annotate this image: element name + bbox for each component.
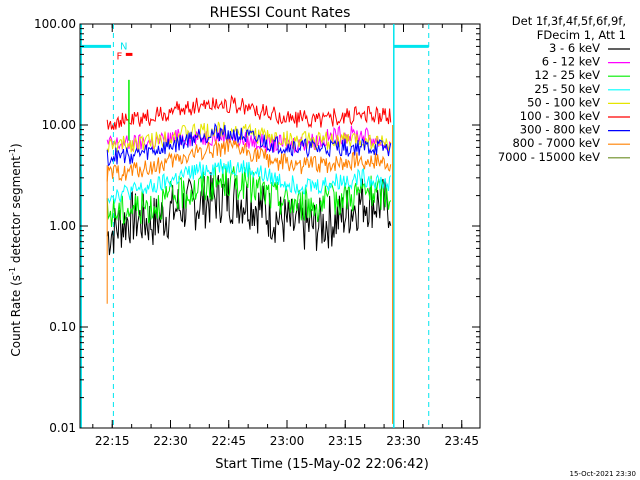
legend-entry-label: 300 - 800 keV bbox=[520, 123, 600, 137]
x-tick-label: 23:15 bbox=[328, 434, 363, 448]
x-tick-label: 23:45 bbox=[444, 434, 479, 448]
y-axis-label: Count Rate (s-1 detector segment-1) bbox=[8, 143, 23, 356]
legend-entry-label: 3 - 6 keV bbox=[549, 41, 600, 55]
flag-label-n: N bbox=[120, 41, 127, 52]
x-tick-label: 23:00 bbox=[270, 434, 305, 448]
flag-label-f: F bbox=[117, 51, 123, 62]
x-axis-label: Start Time (15-May-02 22:06:42) bbox=[215, 457, 429, 472]
legend-header-line-1: Det 1f,3f,4f,5f,6f,9f, bbox=[512, 14, 626, 28]
y-tick-label: 0.10 bbox=[49, 320, 76, 334]
series-line bbox=[106, 158, 392, 205]
legend-entry-label: 100 - 300 keV bbox=[520, 109, 600, 123]
x-tick-label: 23:30 bbox=[386, 434, 421, 448]
x-tick-label: 22:30 bbox=[153, 434, 188, 448]
legend: Det 1f,3f,4f,5f,6f,9f, FDecim 1, Att 1 3… bbox=[498, 14, 630, 164]
series-line bbox=[106, 121, 392, 153]
flags-layer: NF bbox=[117, 41, 133, 62]
legend-entry-label: 800 - 7000 keV bbox=[512, 136, 600, 150]
legend-entry-label: 7000 - 15000 keV bbox=[498, 150, 600, 164]
y-tick-label: 10.00 bbox=[42, 118, 76, 132]
x-tick-label: 22:45 bbox=[211, 434, 246, 448]
chart-title: RHESSI Count Rates bbox=[210, 5, 351, 21]
y-tick-label: 1.00 bbox=[49, 219, 76, 233]
y-tick-label: 100.00 bbox=[34, 17, 76, 31]
legend-entry-label: 50 - 100 keV bbox=[527, 95, 600, 109]
series-line bbox=[106, 138, 392, 182]
series-line bbox=[106, 94, 392, 130]
series-layer bbox=[106, 79, 394, 424]
footer-date: 15-Oct-2021 23:30 bbox=[570, 470, 636, 478]
x-axis: 22:15 22:30 22:45 23:00 23:15 23:30 23:45 bbox=[92, 24, 479, 448]
y-axis: 100.00 10.00 1.00 0.10 0.01 bbox=[34, 17, 480, 435]
legend-entry-label: 6 - 12 keV bbox=[542, 55, 600, 69]
legend-entry-label: 12 - 25 keV bbox=[534, 68, 600, 82]
x-tick-label: 22:15 bbox=[95, 434, 130, 448]
legend-entry-label: 25 - 50 keV bbox=[534, 82, 600, 96]
legend-header-line-2: FDecim 1, Att 1 bbox=[537, 28, 626, 42]
series-line bbox=[106, 122, 392, 167]
plot-area: NF bbox=[79, 23, 481, 429]
y-tick-label: 0.01 bbox=[49, 421, 76, 435]
